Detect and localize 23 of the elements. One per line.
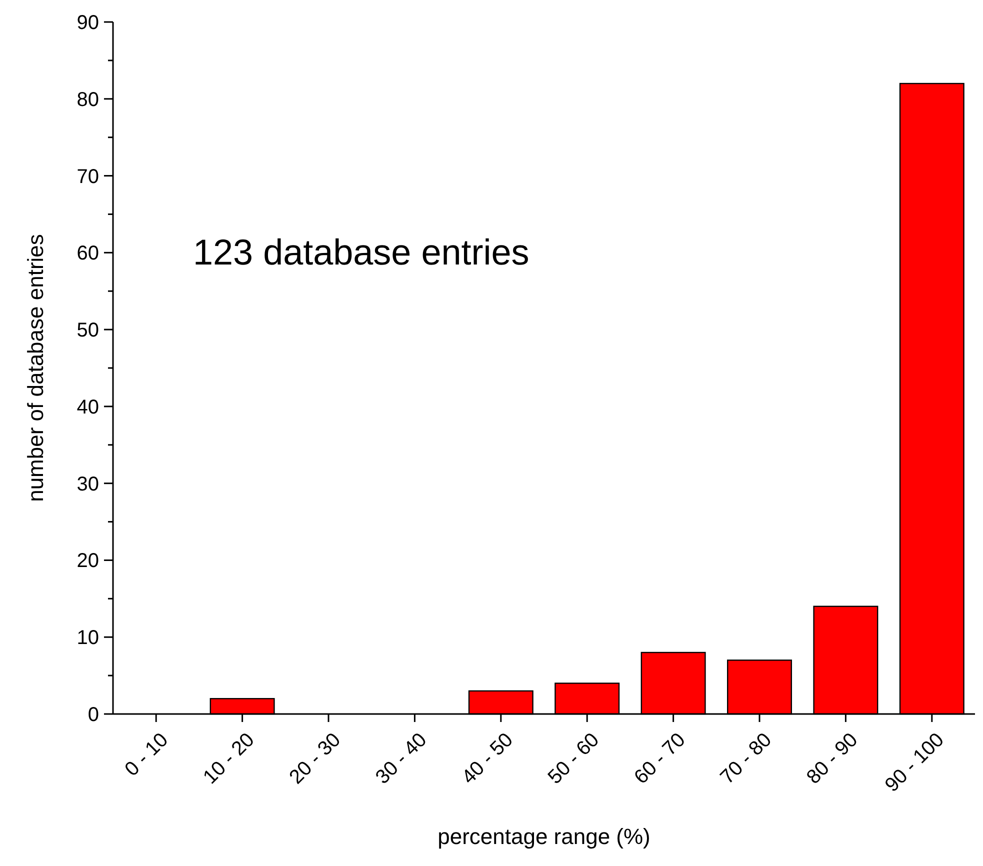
y-tick-label: 90 — [76, 12, 99, 34]
x-tick-label: 0 - 10 — [120, 728, 173, 781]
x-axis-title: percentage range (%) — [438, 824, 650, 849]
y-tick-label: 0 — [88, 704, 99, 726]
annotation: 123 database entries — [193, 232, 530, 273]
y-tick-label: 50 — [76, 320, 99, 342]
x-tick-label: 90 - 100 — [880, 728, 948, 796]
x-tick-label: 70 - 80 — [716, 728, 776, 789]
y-tick-label: 40 — [76, 396, 99, 418]
x-tick-label: 60 - 70 — [630, 728, 690, 789]
x-tick-label: 50 - 60 — [544, 728, 604, 789]
y-tick-label: 20 — [76, 550, 99, 572]
y-tick-label: 30 — [76, 473, 99, 496]
x-tick-label: 30 - 40 — [372, 728, 432, 789]
x-tick-label: 80 - 90 — [802, 728, 862, 789]
y-tick-label: 70 — [76, 166, 99, 188]
y-tick-label: 60 — [76, 242, 99, 265]
y-axis-title: number of database entries — [23, 234, 48, 502]
x-tick-label: 40 - 50 — [458, 728, 518, 789]
y-tick-label: 80 — [76, 88, 99, 111]
y-tick-label: 10 — [76, 627, 99, 650]
x-tick-label: 10 - 20 — [199, 728, 259, 789]
x-tick-label: 20 - 30 — [285, 728, 345, 789]
